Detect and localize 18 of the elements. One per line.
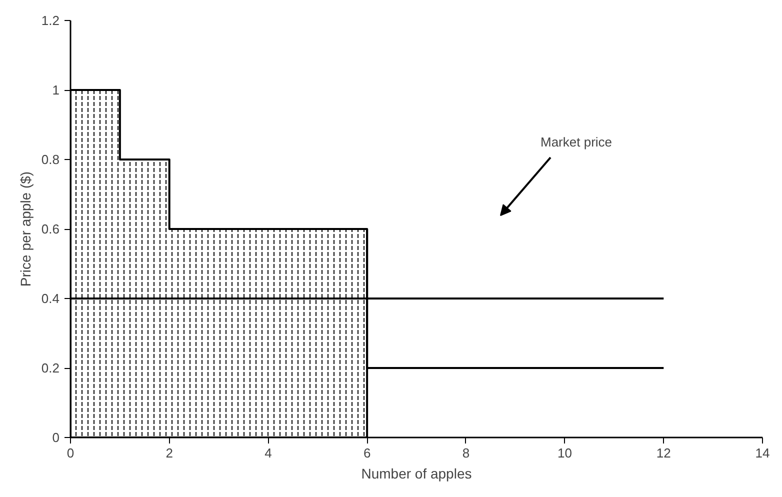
y-tick-label: 1	[52, 82, 60, 98]
y-tick-label: 0	[52, 430, 60, 445]
x-tick-label: 12	[656, 446, 671, 460]
x-tick-label: 2	[166, 446, 173, 460]
annotation: Market price	[540, 134, 612, 150]
x-tick-label: 14	[755, 446, 770, 460]
y-tick-label: 0.4	[41, 291, 60, 306]
x-tick-label: 10	[558, 446, 572, 460]
x-tick-label: 4	[264, 446, 272, 460]
y-axis-title: Price per apple ($)	[17, 171, 34, 287]
y-tick-label: 0.8	[41, 152, 60, 167]
y-tick-label: 0.6	[41, 222, 60, 236]
x-tick-label: 6	[363, 446, 371, 460]
y-tick-label: 1.2	[41, 13, 60, 28]
x-tick-label: 0	[66, 446, 74, 460]
x-axis-title: Number of apples	[361, 466, 472, 482]
y-tick-label: 0.2	[41, 360, 60, 376]
x-tick-label: 8	[462, 446, 470, 460]
